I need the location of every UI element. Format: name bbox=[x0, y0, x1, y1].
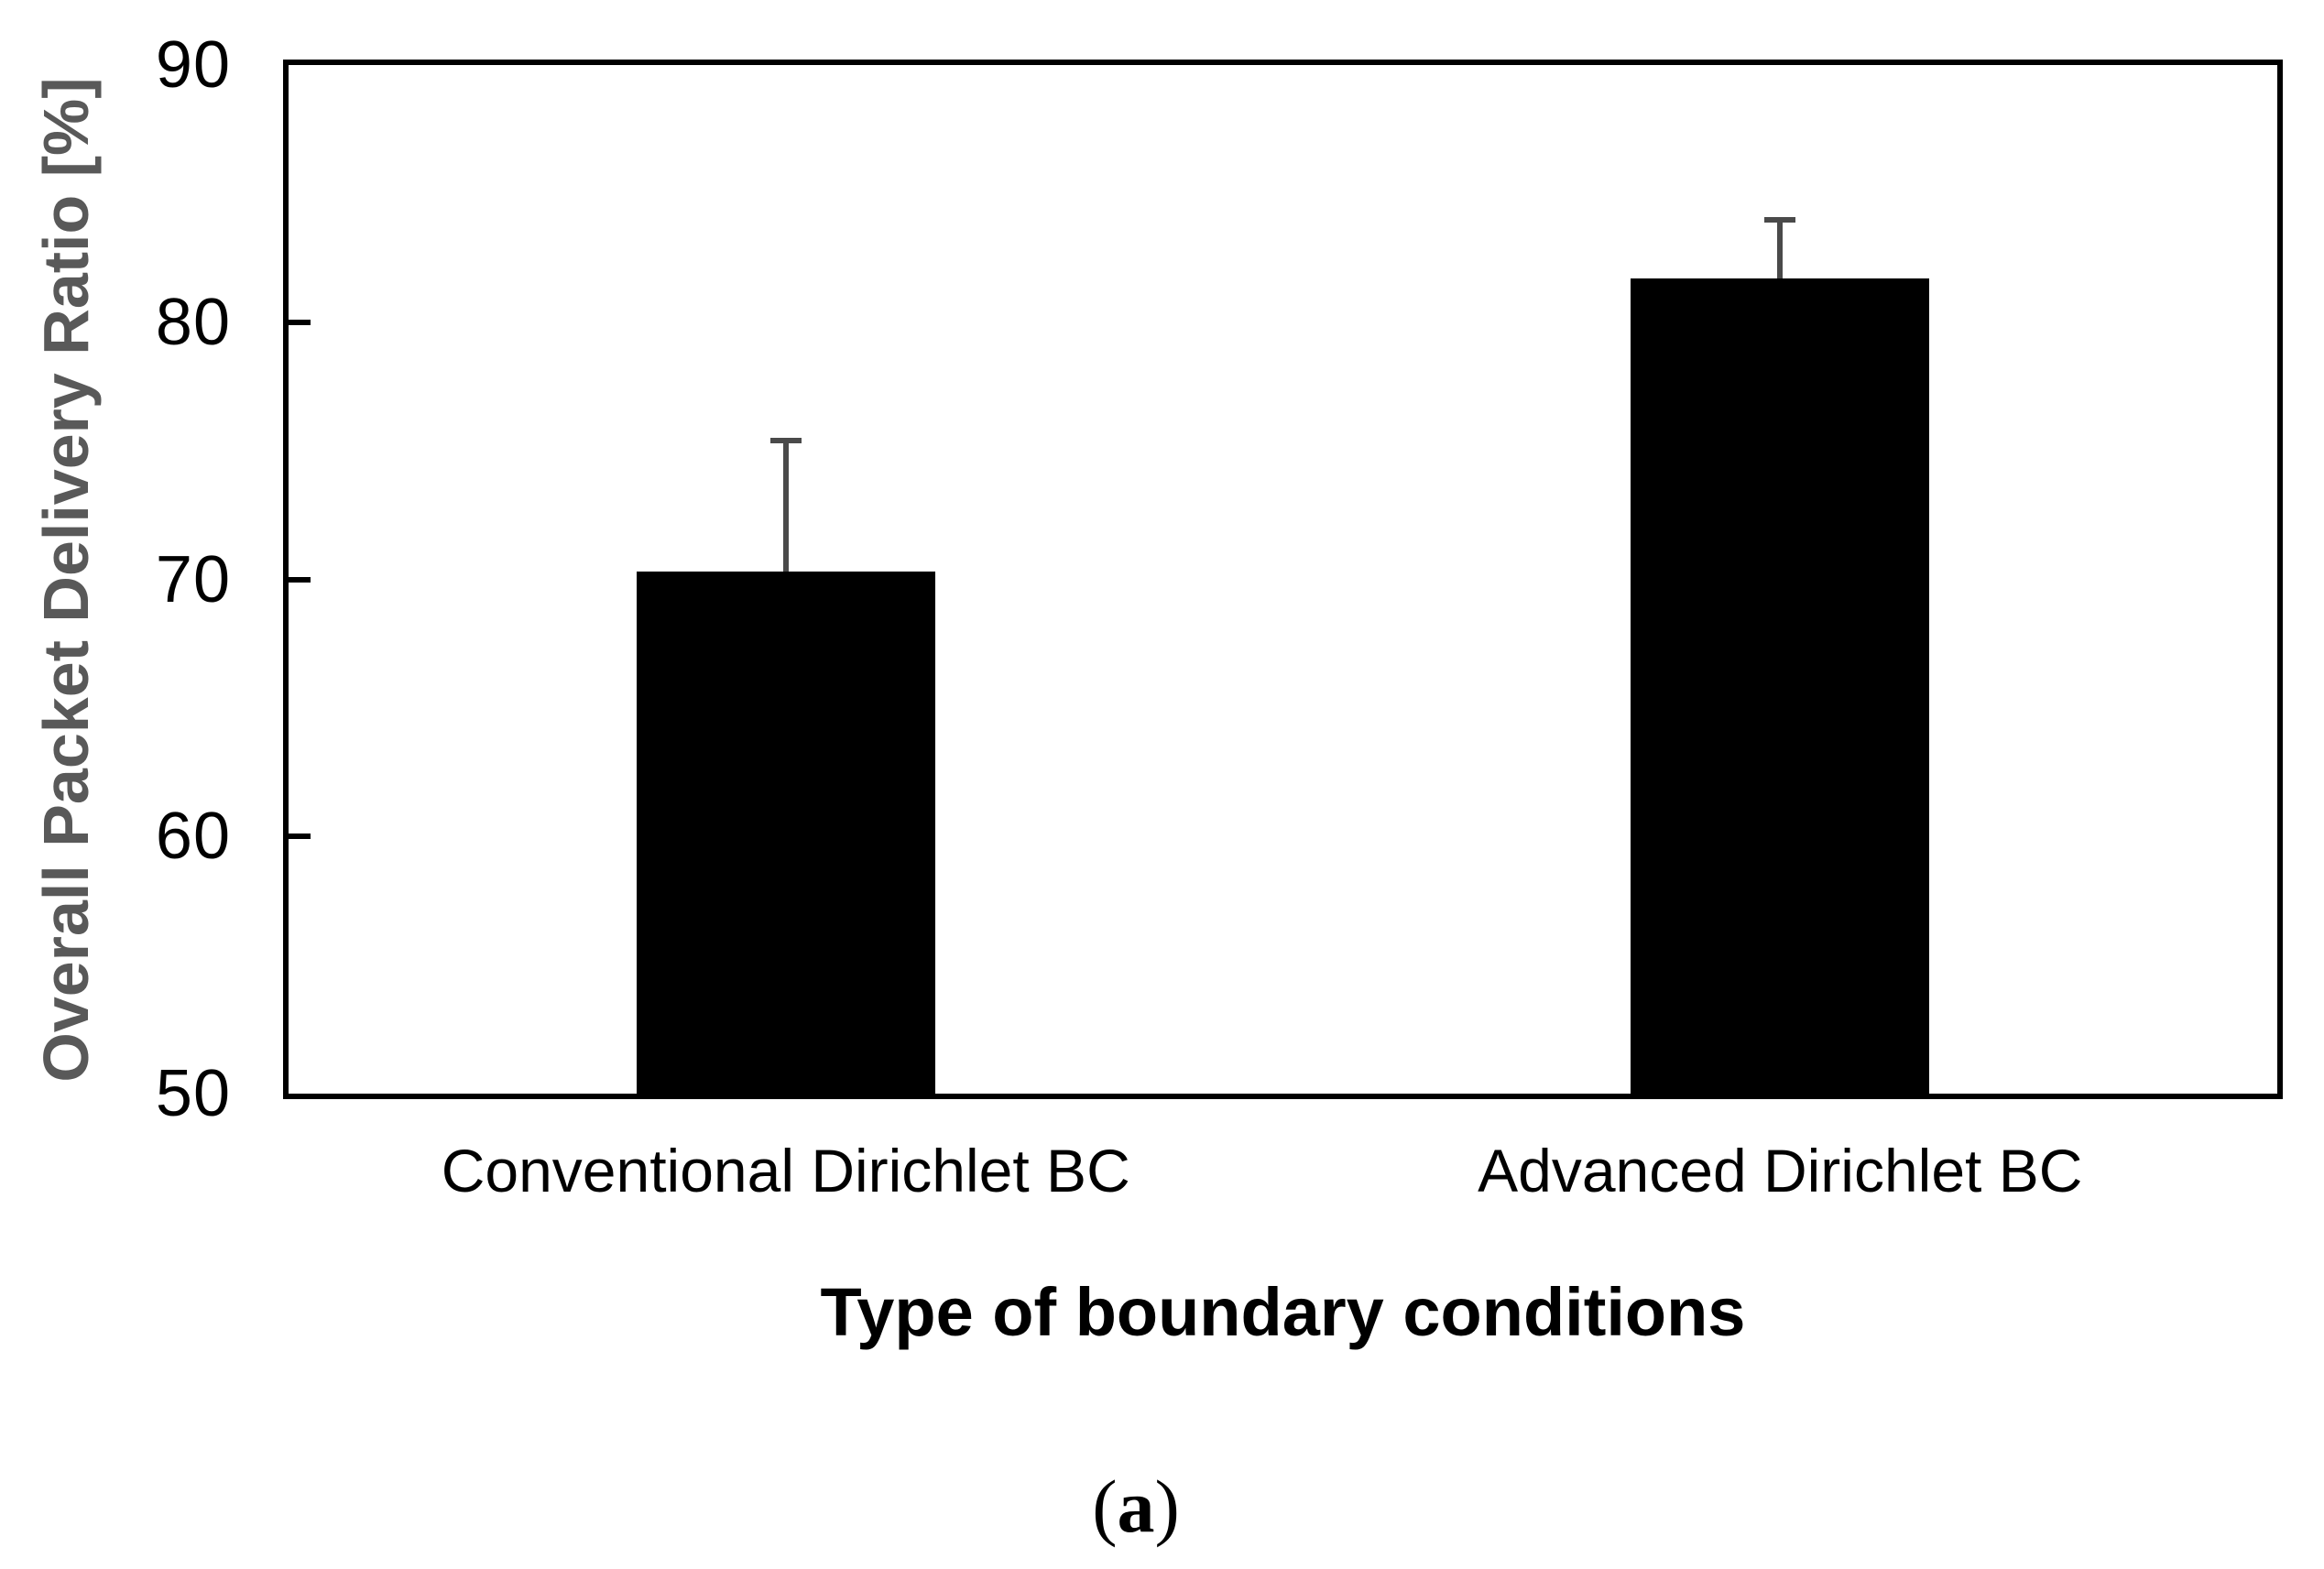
y-tick-label: 90 bbox=[155, 28, 231, 102]
error-bar-line bbox=[782, 438, 789, 572]
bar bbox=[1631, 278, 1930, 1094]
caption-open-paren: ( bbox=[1092, 1465, 1118, 1548]
error-bar-cap bbox=[769, 438, 802, 444]
y-tick-mark bbox=[289, 576, 311, 583]
x-category-label: Conventional Dirichlet BC bbox=[441, 1137, 1130, 1204]
bar bbox=[636, 572, 935, 1094]
x-category-label: Advanced Dirichlet BC bbox=[1478, 1137, 2083, 1204]
y-tick-label: 70 bbox=[155, 542, 231, 616]
error-bar-line bbox=[1777, 216, 1784, 279]
y-tick-mark bbox=[289, 834, 311, 840]
plot-inner bbox=[289, 65, 2277, 1094]
caption-close-paren: ) bbox=[1154, 1465, 1180, 1548]
y-tick-label: 80 bbox=[155, 285, 231, 359]
y-tick-mark bbox=[289, 319, 311, 325]
y-axis-title: Overall Packet Delivery Ratio [%] bbox=[30, 77, 102, 1083]
error-bar-cap bbox=[1764, 216, 1796, 223]
plot-area bbox=[283, 60, 2283, 1099]
x-axis-title: Type of boundary conditions bbox=[820, 1274, 1746, 1350]
figure-caption: (a) bbox=[0, 1464, 2272, 1550]
y-tick-label: 50 bbox=[155, 1057, 231, 1130]
y-tick-label: 60 bbox=[155, 800, 231, 874]
caption-letter: a bbox=[1117, 1465, 1155, 1548]
